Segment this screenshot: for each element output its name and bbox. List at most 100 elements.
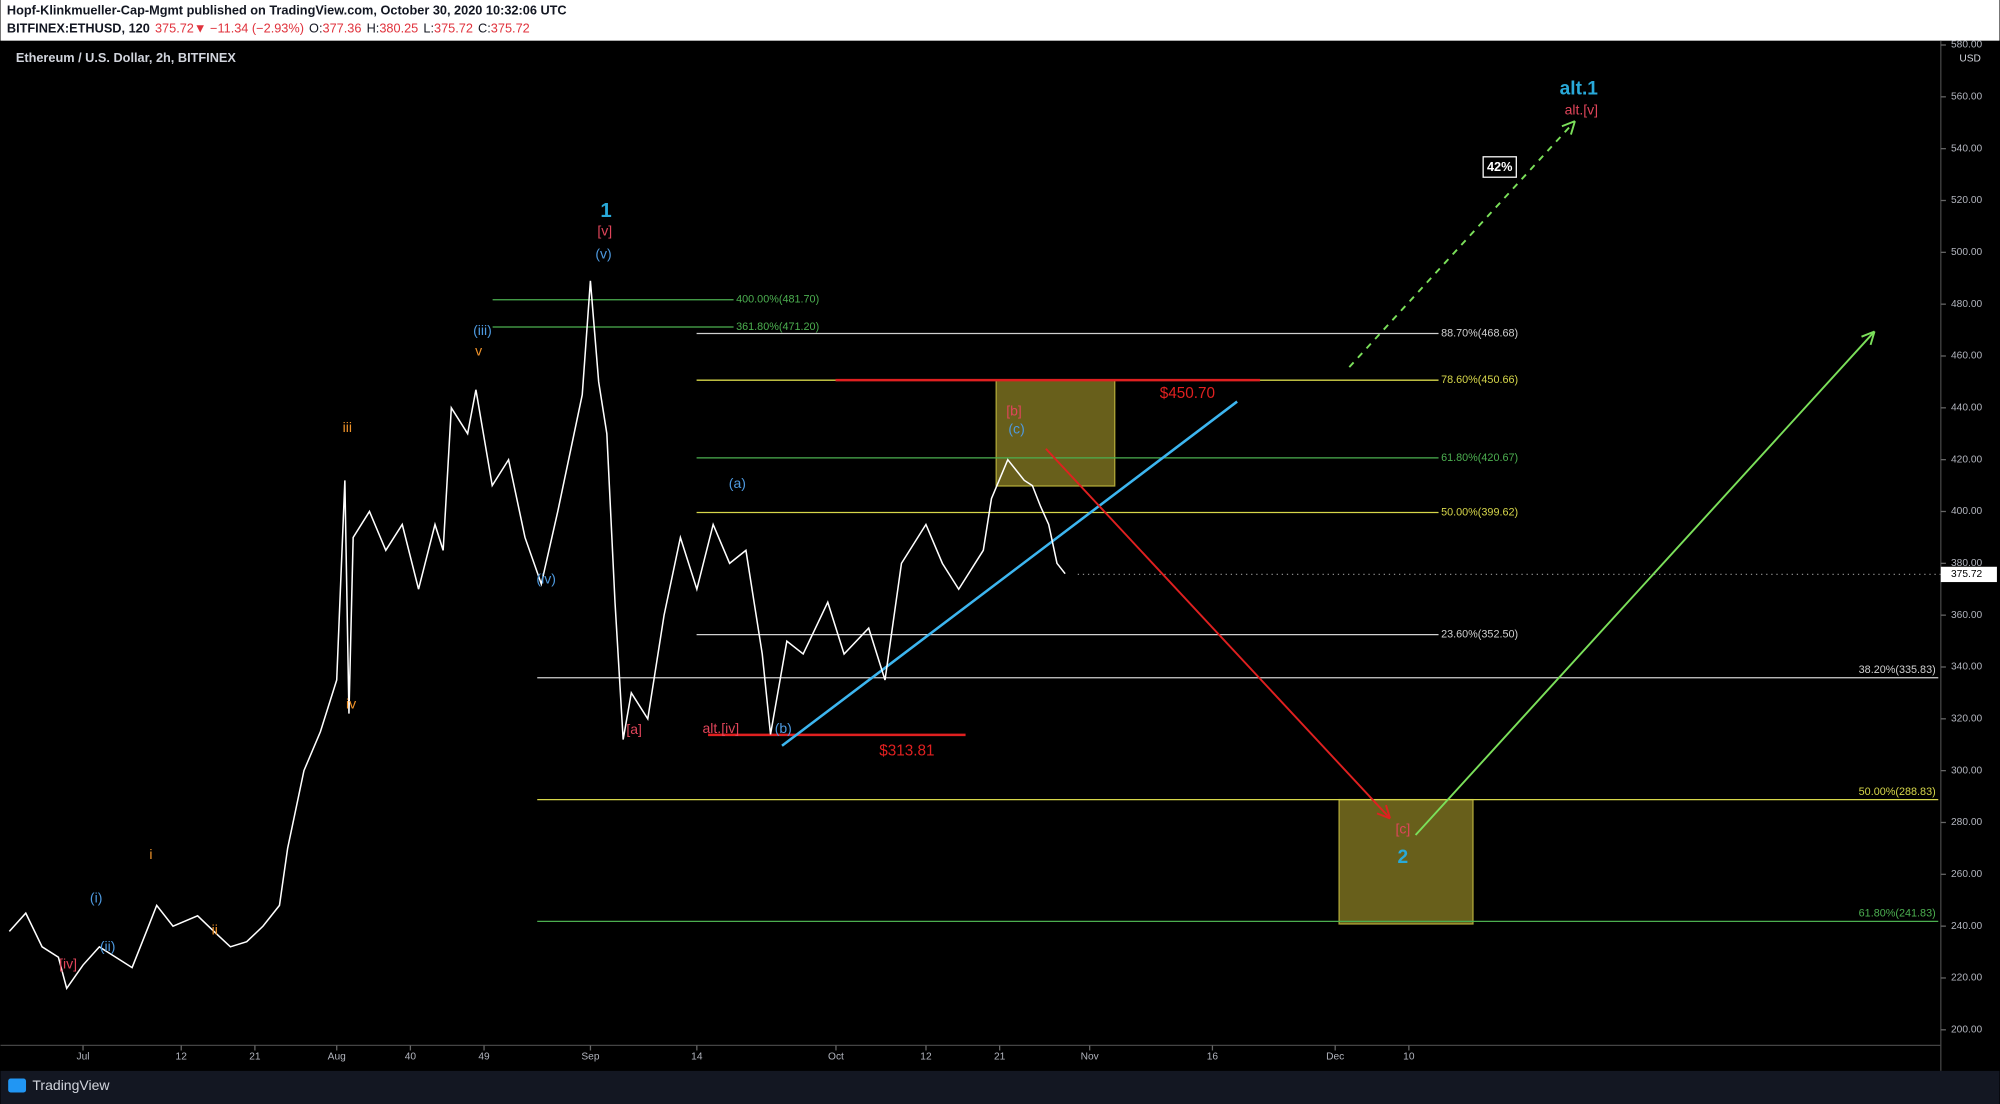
last-price-label: 375.72 bbox=[1951, 569, 1982, 580]
ohlc-key: O: bbox=[309, 21, 322, 36]
y-tick-label: 460.00 bbox=[1951, 351, 1982, 362]
ohlc-value: 375.72 bbox=[434, 21, 473, 36]
wave-label: i bbox=[149, 846, 152, 862]
wave-label: iv bbox=[346, 696, 356, 712]
target-zone bbox=[995, 379, 1116, 487]
fib-label: 61.80%(420.67) bbox=[1441, 452, 1518, 464]
wave-label: (ii) bbox=[100, 938, 116, 954]
y-tick-label: 360.00 bbox=[1951, 610, 1982, 621]
wave-label: [a] bbox=[626, 721, 642, 737]
y-tick-label: 380.00 bbox=[1951, 558, 1982, 569]
change: 375.72▼ −11.34 (−2.93%) bbox=[155, 21, 304, 36]
arrow-head bbox=[1385, 804, 1392, 819]
target-zone bbox=[1338, 798, 1474, 925]
x-tick-label: 21 bbox=[249, 1052, 261, 1063]
wave-label: [v] bbox=[597, 223, 612, 239]
fib-label: 400.00%(481.70) bbox=[736, 294, 819, 306]
ohlc-key: C: bbox=[478, 21, 491, 36]
ohlc-value: 375.72 bbox=[491, 21, 530, 36]
published-line: Hopf-Klinkmueller-Cap-Mgmt published on … bbox=[7, 3, 567, 18]
symbol: BITFINEX:ETHUSD, 120 bbox=[7, 21, 150, 36]
wave-label: alt.[iv] bbox=[703, 720, 740, 736]
arrow-head bbox=[1561, 120, 1576, 128]
ohlc-key: L: bbox=[423, 21, 434, 36]
wave-label: v bbox=[475, 343, 482, 359]
wave-label: (b) bbox=[775, 720, 792, 736]
fib-label: 38.20%(335.83) bbox=[1859, 664, 1936, 676]
y-tick-label: 520.00 bbox=[1951, 195, 1982, 206]
y-tick-label: 540.00 bbox=[1951, 143, 1982, 154]
wave-label: [c] bbox=[1395, 821, 1410, 837]
y-tick-label: 480.00 bbox=[1951, 299, 1982, 310]
y-tick-label: 580.00 bbox=[1951, 40, 1982, 51]
wave-label: (v) bbox=[595, 246, 611, 262]
x-tick-label: Aug bbox=[328, 1052, 346, 1063]
y-tick-label: 420.00 bbox=[1951, 454, 1982, 465]
price-level-label: $450.70 bbox=[1160, 385, 1215, 402]
y-tick-label: 440.00 bbox=[1951, 403, 1982, 414]
published: Hopf-Klinkmueller-Cap-Mgmt published on … bbox=[7, 3, 567, 18]
probability-label: 42% bbox=[1487, 159, 1512, 174]
last-price-tag bbox=[1940, 566, 1997, 583]
x-tick-label: 14 bbox=[691, 1052, 703, 1063]
footer-bar bbox=[0, 1070, 2000, 1104]
x-tick-label: 40 bbox=[405, 1052, 417, 1063]
fib-label: 50.00%(288.83) bbox=[1859, 786, 1936, 798]
x-tick-label: Dec bbox=[1326, 1052, 1344, 1063]
arrow-head bbox=[1869, 331, 1876, 346]
wave-label: 2 bbox=[1398, 847, 1409, 868]
wave-label: alt.[v] bbox=[1565, 102, 1599, 118]
price-line bbox=[8, 280, 1066, 991]
fib-label: 61.80%(241.83) bbox=[1859, 908, 1936, 920]
y-tick-label: 500.00 bbox=[1951, 247, 1982, 258]
y-tick-label: 260.00 bbox=[1951, 869, 1982, 880]
y-tick-label: 400.00 bbox=[1951, 506, 1982, 517]
y-tick-label: 240.00 bbox=[1951, 921, 1982, 932]
arrow-head bbox=[1376, 812, 1391, 820]
y-tick-label: 220.00 bbox=[1951, 973, 1982, 984]
ohlc-key: H: bbox=[367, 21, 380, 36]
fib-label: 23.60%(352.50) bbox=[1441, 628, 1518, 640]
wave-label: (iv) bbox=[536, 571, 555, 587]
wave-label: 1 bbox=[600, 200, 611, 222]
fib-label: 88.70%(468.68) bbox=[1441, 327, 1518, 339]
trendline bbox=[781, 400, 1238, 747]
wave-label: ii bbox=[212, 921, 218, 937]
plot-background bbox=[0, 40, 2000, 1104]
wave-label: (a) bbox=[729, 475, 746, 491]
footer-brand[interactable]: TradingView bbox=[32, 1077, 110, 1093]
wave-label: [iv] bbox=[59, 956, 77, 972]
tradingview-logo bbox=[8, 1078, 27, 1093]
y-tick-label: 560.00 bbox=[1951, 92, 1982, 103]
projection-arrow bbox=[1045, 448, 1391, 820]
wave-label: (iii) bbox=[473, 322, 492, 338]
ohlc-value: 380.25 bbox=[379, 21, 418, 36]
arrow-head bbox=[1861, 330, 1875, 338]
x-tick-label: 49 bbox=[478, 1052, 490, 1063]
probability-box bbox=[1482, 156, 1517, 178]
symbol-line: BITFINEX:ETHUSD, 120 375.72▼ −11.34 (−2.9… bbox=[7, 21, 530, 36]
x-tick-label: Nov bbox=[1081, 1052, 1100, 1063]
wave-label: iii bbox=[343, 419, 352, 435]
fib-label: 78.60%(450.66) bbox=[1441, 374, 1518, 386]
wave-label: alt.1 bbox=[1560, 78, 1599, 99]
x-tick-label: 21 bbox=[994, 1052, 1006, 1063]
y-tick-label: 280.00 bbox=[1951, 817, 1982, 828]
x-tick-label: Jul bbox=[77, 1052, 90, 1063]
ohlc-value: 377.36 bbox=[323, 21, 362, 36]
x-tick-label: 12 bbox=[920, 1052, 932, 1063]
price-level-label: $313.81 bbox=[879, 742, 934, 759]
chart-title: Ethereum / U.S. Dollar, 2h, BITFINEX bbox=[16, 50, 237, 65]
wave-label: (c) bbox=[1008, 420, 1024, 436]
x-tick-label: 10 bbox=[1403, 1052, 1415, 1063]
x-tick-label: Sep bbox=[581, 1052, 599, 1063]
projection-arrow bbox=[1348, 120, 1576, 368]
projection-arrow bbox=[1414, 330, 1876, 836]
currency-label: USD bbox=[1959, 53, 1981, 64]
arrow-head bbox=[1569, 120, 1576, 135]
x-tick-label: 12 bbox=[176, 1052, 188, 1063]
y-tick-label: 320.00 bbox=[1951, 714, 1982, 725]
wave-label: [b] bbox=[1006, 402, 1022, 418]
x-tick-label: Oct bbox=[828, 1052, 844, 1063]
